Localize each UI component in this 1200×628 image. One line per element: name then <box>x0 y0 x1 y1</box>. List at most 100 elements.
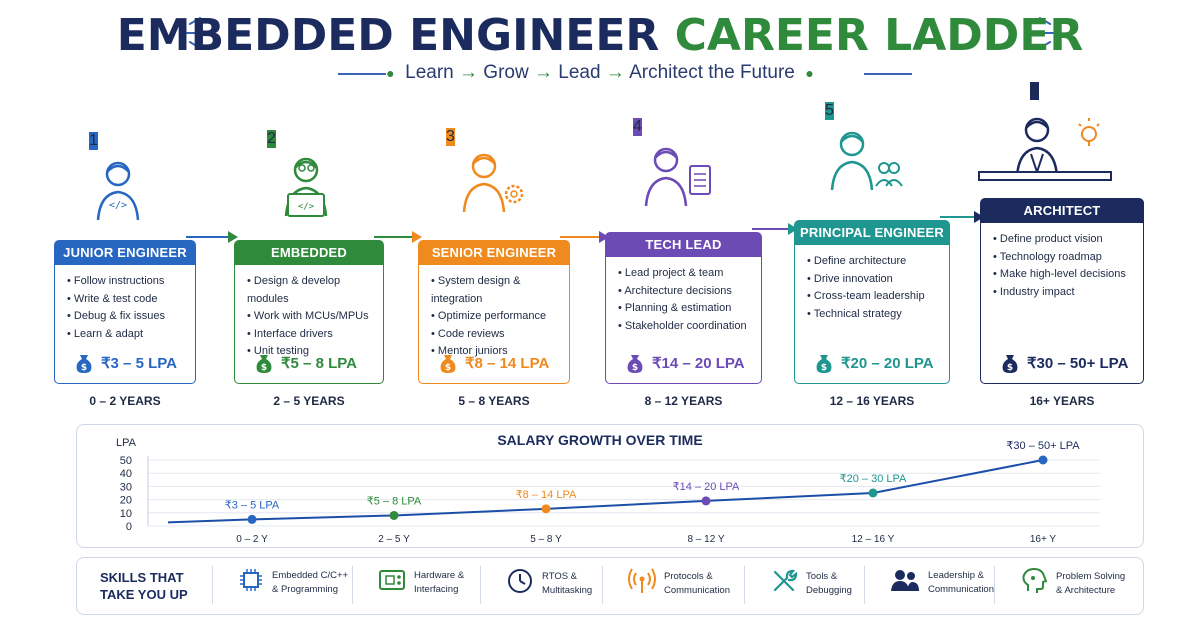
arrow-head-icon <box>412 231 422 243</box>
title-part-1: EMBEDDED ENGINEER <box>116 10 660 61</box>
sparkle-left-icon <box>186 14 212 52</box>
x-tick-label: 16+ Y <box>1030 534 1057 545</box>
responsibility-item: Industry impact <box>993 284 1143 302</box>
code-laptop-person-icon: </> <box>96 158 176 231</box>
chip-icon <box>238 567 264 598</box>
tagline-rule-left <box>338 73 386 75</box>
tagline-word-lead: Lead <box>558 62 601 83</box>
skill-label: Tools & Debugging <box>806 570 852 596</box>
data-label: ₹30 – 50+ LPA <box>1006 440 1080 452</box>
data-label: ₹14 – 20 LPA <box>673 481 740 493</box>
y-tick-label: 10 <box>120 508 132 520</box>
svg-text:$: $ <box>632 363 638 373</box>
data-point <box>247 514 257 524</box>
skill-label: Problem Solving & Architecture <box>1056 570 1126 596</box>
y-axis-label: LPA <box>116 437 137 449</box>
y-tick-label: 50 <box>120 455 132 467</box>
salary-range: $ ₹30 – 50+ LPA <box>1001 353 1128 373</box>
skill-label: Hardware & Interfacing <box>414 569 465 595</box>
x-tick-label: 2 – 5 Y <box>378 534 410 545</box>
responsibility-item: Debug & fix issues <box>67 308 195 326</box>
responsibility-list: Define architectureDrive innovationCross… <box>795 245 949 323</box>
laptop-glasses-person-icon: </> <box>284 154 364 227</box>
data-point <box>1038 455 1048 465</box>
skill-divider <box>212 566 213 604</box>
x-tick-label: 0 – 2 Y <box>236 534 268 545</box>
responsibility-item: Write & test code <box>67 291 195 309</box>
salary-range: $ ₹20 – 20 LPA <box>815 353 934 373</box>
circuit-board-icon <box>378 567 406 598</box>
x-tick-label: 8 – 12 Y <box>687 534 724 545</box>
arrow-head-icon <box>228 231 238 243</box>
responsibility-item: Architecture decisions <box>618 283 761 301</box>
responsibility-item: Cross-team leadership <box>807 288 949 306</box>
responsibility-item: Design & develop modules <box>247 273 383 308</box>
role-title: SENIOR ENGINEER <box>419 241 569 265</box>
responsibility-item: Mentor juniors <box>431 343 569 361</box>
responsibility-list: System design & integrationOptimize perf… <box>419 265 569 361</box>
data-point <box>868 488 878 498</box>
responsibility-item: Interface drivers <box>247 326 383 344</box>
chart-title: SALARY GROWTH OVER TIME <box>497 432 703 448</box>
tagline-word-grow: Grow <box>483 62 529 83</box>
role-card: TECH LEAD Lead project & teamArchitectur… <box>605 232 762 384</box>
step-number-badge: 4 <box>633 118 642 136</box>
skill-item: Hardware & Interfacing <box>378 567 464 598</box>
tagline-word-architect: Architect the Future <box>629 62 795 83</box>
ladder-connector <box>186 236 230 238</box>
x-tick-label: 12 – 16 Y <box>852 534 895 545</box>
x-tick-label: 5 – 8 Y <box>530 534 562 545</box>
arrow-head-icon <box>788 223 798 235</box>
role-card: EMBEDDED ENGINEER Design & develop modul… <box>234 240 384 384</box>
role-title: EMBEDDED ENGINEER <box>235 241 383 284</box>
responsibility-item: Work with MCUs/MPUs <box>247 308 383 326</box>
tagline: ● Learn → Grow → Lead → Architect the Fu… <box>386 62 814 83</box>
svg-text:$: $ <box>445 363 451 373</box>
signal-icon <box>628 567 656 600</box>
role-title: TECH LEAD <box>606 233 761 257</box>
svg-text:</>: </> <box>109 200 127 211</box>
skill-label: RTOS & Multitasking <box>542 570 593 596</box>
salary-range: $ ₹5 – 8 LPA <box>255 353 357 373</box>
experience-years: 2 – 5 YEARS <box>273 394 345 408</box>
step-number-badge: 6 <box>1030 82 1039 100</box>
salary-range: $ ₹14 – 20 LPA <box>626 353 745 373</box>
responsibility-item: Optimize performance <box>431 308 569 326</box>
salary-range: $ ₹8 – 14 LPA <box>439 353 549 373</box>
salary-text: ₹3 – 5 LPA <box>101 355 177 372</box>
responsibility-list: Lead project & teamArchitecture decision… <box>606 257 761 335</box>
skill-divider <box>864 566 865 604</box>
experience-years: 0 – 2 YEARS <box>89 394 161 408</box>
role-title: PRINCIPAL ENGINEER <box>795 221 949 245</box>
clock-icon <box>506 567 534 600</box>
skill-item: RTOS & Multitasking <box>506 567 592 600</box>
role-card: JUNIOR ENGINEER Follow instructionsWrite… <box>54 240 196 384</box>
skill-divider <box>480 566 481 604</box>
data-label: ₹20 – 30 LPA <box>840 473 907 485</box>
responsibility-list: Design & develop modulesWork with MCUs/M… <box>235 265 383 361</box>
role-title: ARCHITECT <box>981 199 1143 223</box>
responsibility-item: Stakeholder coordination <box>618 318 761 336</box>
ladder-connector <box>752 228 790 230</box>
skill-item: Leadership & Communication <box>890 567 994 598</box>
skill-item: Tools & Debugging <box>770 567 852 600</box>
gear-person-icon <box>462 150 542 223</box>
salary-text: ₹5 – 8 LPA <box>281 355 357 372</box>
skill-label: Protocols & Communication <box>664 570 730 596</box>
money-bag-icon: $ <box>626 353 644 373</box>
svg-text:$: $ <box>821 363 827 373</box>
money-bag-icon: $ <box>255 353 273 373</box>
responsibility-item: Technical strategy <box>807 306 949 324</box>
checklist-person-icon <box>644 144 724 217</box>
skill-divider <box>602 566 603 604</box>
ladder-connector <box>374 236 414 238</box>
data-label: ₹3 – 5 LPA <box>225 499 280 511</box>
experience-years: 16+ YEARS <box>1029 394 1095 408</box>
responsibility-item: Unit testing <box>247 343 383 361</box>
ladder-connector <box>940 216 976 218</box>
experience-years: 5 – 8 YEARS <box>458 394 530 408</box>
responsibility-item: Make high-level decisions <box>993 266 1143 284</box>
role-title: JUNIOR ENGINEER <box>55 241 195 265</box>
step-number-badge: 3 <box>446 128 455 146</box>
svg-text:$: $ <box>261 363 267 373</box>
